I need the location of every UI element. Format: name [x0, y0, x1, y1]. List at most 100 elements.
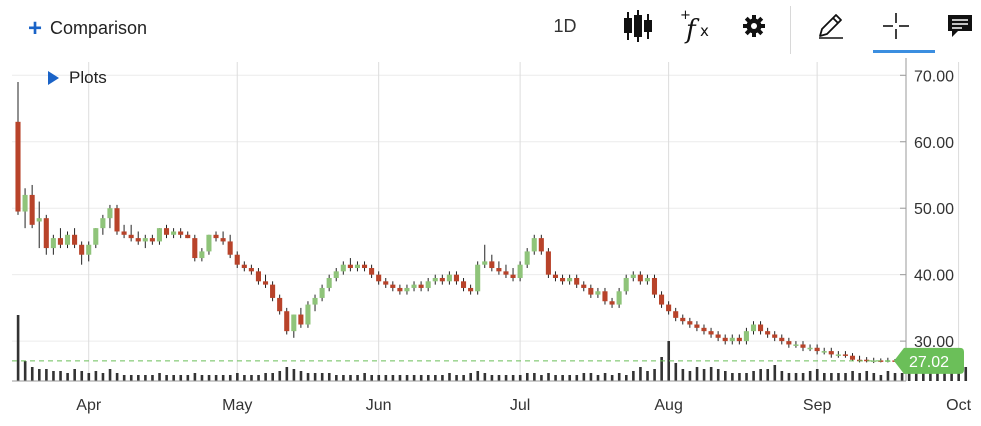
volume-bar	[617, 373, 621, 381]
candle	[666, 301, 672, 315]
volume-bar	[434, 375, 437, 381]
candle	[517, 261, 523, 282]
candle	[411, 281, 417, 292]
interval-button[interactable]: 1D	[553, 15, 577, 36]
candle	[248, 264, 254, 275]
plots-toggle[interactable]: Plots	[48, 68, 107, 88]
plots-label: Plots	[69, 68, 107, 87]
candle	[468, 284, 474, 295]
candle-body	[29, 194, 35, 225]
candle-body	[149, 238, 155, 242]
candle-body	[361, 264, 368, 269]
last-price-label: 27.02	[909, 354, 949, 371]
volume-bar	[745, 373, 748, 381]
candle	[878, 358, 884, 363]
candle	[404, 284, 410, 295]
candle	[475, 261, 481, 295]
candle-body	[425, 281, 431, 288]
candle	[545, 248, 551, 278]
volume-bar	[285, 367, 289, 381]
candle	[361, 261, 368, 272]
candle	[255, 268, 261, 285]
settings-button[interactable]	[736, 8, 772, 44]
candle	[814, 344, 820, 355]
comments-button[interactable]	[942, 8, 978, 44]
candle-body	[107, 208, 113, 219]
candle	[510, 268, 516, 282]
candle-body	[651, 277, 658, 295]
candle	[439, 274, 445, 285]
y-tick-label: 60.00	[914, 135, 954, 152]
volume-bar	[441, 375, 444, 381]
candle	[50, 234, 56, 255]
candle-body	[538, 238, 544, 252]
candle	[552, 271, 559, 282]
candle	[453, 271, 460, 285]
candle-body	[609, 301, 615, 305]
volume-bar	[172, 375, 175, 381]
candle	[616, 287, 622, 308]
candle	[524, 248, 530, 269]
volume-bar	[943, 371, 946, 381]
studies-button[interactable]: + f x	[676, 8, 716, 44]
volume-bar	[815, 369, 819, 381]
chart-type-button[interactable]	[618, 8, 658, 44]
candle-body	[390, 284, 396, 288]
candle	[100, 214, 106, 235]
candle	[397, 284, 403, 295]
volume-bar	[653, 369, 656, 381]
y-tick-label: 70.00	[914, 68, 954, 85]
candle	[171, 228, 177, 239]
crosshair-active-indicator	[873, 50, 935, 53]
volume-bar	[45, 369, 48, 381]
candle-body	[871, 360, 877, 362]
candle-body	[453, 274, 460, 282]
candle	[199, 248, 205, 262]
volume-bar	[823, 373, 826, 381]
volume-bar	[554, 375, 557, 381]
candle	[241, 261, 247, 272]
comparison-button[interactable]: + Comparison	[28, 16, 147, 40]
volume-bar	[582, 373, 586, 381]
crosshair-button[interactable]	[878, 8, 914, 44]
candle-body	[135, 238, 141, 242]
volume-bar	[794, 373, 798, 381]
volume-bar	[844, 373, 847, 381]
volume-bar	[525, 373, 529, 381]
draw-button[interactable]	[812, 8, 848, 44]
volume-bar	[603, 373, 607, 381]
volume-bar	[886, 371, 890, 381]
candle	[835, 351, 841, 358]
candle-body	[305, 304, 311, 325]
candle	[305, 301, 311, 328]
candle-body	[43, 218, 49, 249]
volume-bar	[893, 373, 897, 381]
candle-body	[397, 287, 403, 292]
candle-body	[262, 281, 269, 285]
volume-bar	[73, 369, 76, 381]
volume-bar	[419, 375, 423, 381]
candle	[156, 228, 162, 245]
candle-body	[171, 231, 177, 235]
candle-body	[765, 331, 771, 335]
volume-bar	[356, 375, 359, 381]
candle-body	[567, 277, 573, 282]
volume-bar	[936, 373, 939, 381]
candle	[178, 228, 184, 239]
volume-bar	[23, 361, 27, 381]
volume-bar	[151, 375, 154, 381]
y-tick-label: 50.00	[914, 201, 954, 218]
candle	[489, 254, 495, 272]
candle	[673, 307, 679, 322]
volume-bar	[108, 369, 112, 381]
volume-bar	[257, 375, 260, 381]
volume-bar	[349, 375, 352, 381]
candle-body	[270, 284, 276, 298]
candle-body	[793, 344, 799, 346]
candle-body	[510, 274, 516, 278]
volume-bar	[426, 375, 430, 381]
y-tick-label: 30.00	[914, 334, 954, 351]
candle-body	[354, 264, 361, 269]
candle-body	[517, 264, 523, 278]
